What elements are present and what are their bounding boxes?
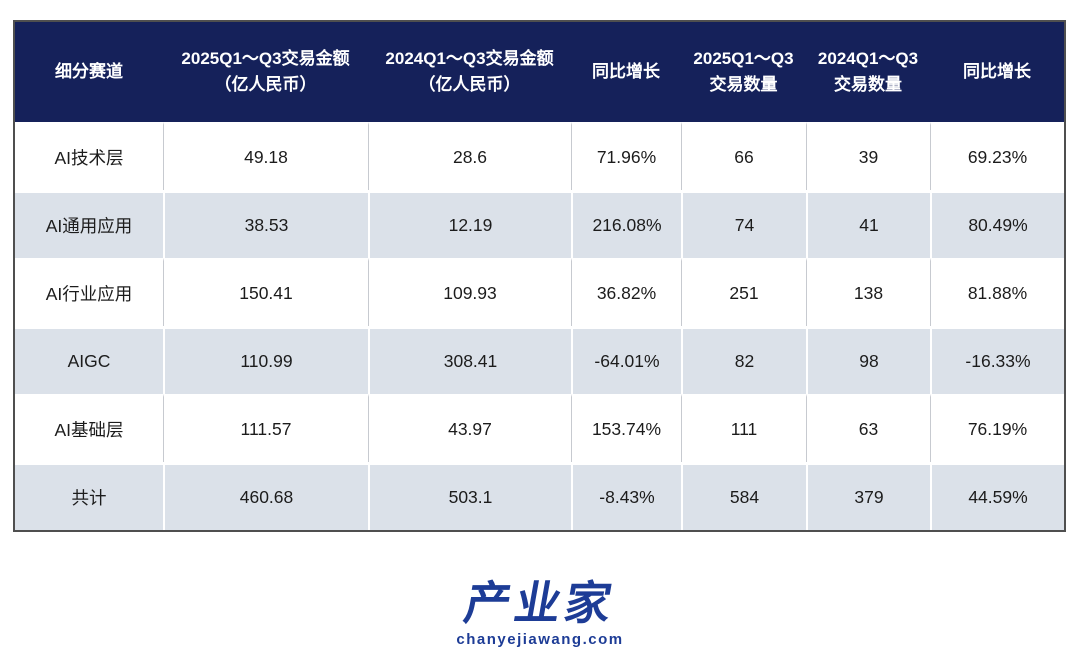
cell-yoy-amount: 216.08% — [571, 190, 681, 258]
cell-2024-count: 379 — [806, 462, 930, 530]
cell-yoy-count: 69.23% — [930, 122, 1064, 190]
cell-2025-count: 66 — [681, 122, 806, 190]
cell-segment: AIGC — [15, 326, 163, 394]
header-2025-count: 2025Q1～Q3 交易数量 — [681, 22, 806, 122]
cell-2025-amount: 460.68 — [163, 462, 368, 530]
header-line: （亿人民币） — [418, 75, 521, 94]
cell-2024-amount: 12.19 — [368, 190, 571, 258]
header-line: 细分赛道 — [55, 61, 123, 81]
table-row-total: 共计 460.68 503.1 -8.43% 584 379 44.59% — [15, 462, 1064, 530]
cell-2025-amount: 49.18 — [163, 122, 368, 190]
cell-2024-amount: 308.41 — [368, 326, 571, 394]
header-yoy-amount: 同比增长 — [571, 22, 681, 122]
table-row: AI行业应用 150.41 109.93 36.82% 251 138 81.8… — [15, 258, 1064, 326]
header-line: 同比增长 — [592, 61, 660, 81]
cell-yoy-count: -16.33% — [930, 326, 1064, 394]
cell-yoy-count: 76.19% — [930, 394, 1064, 462]
cell-segment: AI基础层 — [15, 394, 163, 462]
cell-2024-amount: 109.93 — [368, 258, 571, 326]
header-yoy-count: 同比增长 — [930, 22, 1064, 122]
cell-2025-count: 584 — [681, 462, 806, 530]
cell-2024-count: 63 — [806, 394, 930, 462]
brand-logo-url: chanyejiawang.com — [456, 630, 624, 648]
header-2025-amount: 2025Q1～Q3交易金额 （亿人民币） — [163, 22, 368, 122]
header-line: 2024Q1～Q3 — [817, 48, 919, 68]
cell-2025-count: 111 — [681, 394, 806, 462]
cell-2025-count: 251 — [681, 258, 806, 326]
table-row: AI基础层 111.57 43.97 153.74% 111 63 76.19% — [15, 394, 1064, 462]
cell-yoy-count: 44.59% — [930, 462, 1064, 530]
table-header: 细分赛道 2025Q1～Q3交易金额 （亿人民币） 2024Q1～Q3交易金额 … — [15, 22, 1064, 122]
cell-segment: AI行业应用 — [15, 258, 163, 326]
cell-yoy-count: 80.49% — [930, 190, 1064, 258]
header-2024-count: 2024Q1～Q3 交易数量 — [806, 22, 930, 122]
footer-logo: 产业家 chanyejiawang.com — [0, 577, 1080, 648]
cell-yoy-count: 81.88% — [930, 258, 1064, 326]
table-row: AI通用应用 38.53 12.19 216.08% 74 41 80.49% — [15, 190, 1064, 258]
cell-segment: 共计 — [15, 462, 163, 530]
header-2024-amount: 2024Q1～Q3交易金额 （亿人民币） — [368, 22, 571, 122]
header-line: 交易数量 — [834, 75, 902, 94]
cell-2025-amount: 38.53 — [163, 190, 368, 258]
cell-yoy-amount: -64.01% — [571, 326, 681, 394]
cell-2025-count: 74 — [681, 190, 806, 258]
header-line: 2025Q1～Q3交易金额 — [181, 48, 350, 68]
table-row: AI技术层 49.18 28.6 71.96% 66 39 69.23% — [15, 122, 1064, 190]
cell-2025-amount: 110.99 — [163, 326, 368, 394]
header-line: 交易数量 — [709, 75, 778, 94]
table-row: AIGC 110.99 308.41 -64.01% 82 98 -16.33% — [15, 326, 1064, 394]
cell-2024-count: 138 — [806, 258, 930, 326]
cell-2025-amount: 111.57 — [163, 394, 368, 462]
header-segment: 细分赛道 — [15, 22, 163, 122]
cell-yoy-amount: 36.82% — [571, 258, 681, 326]
cell-2024-amount: 28.6 — [368, 122, 571, 190]
header-line: 2024Q1～Q3交易金额 — [385, 48, 554, 68]
cell-segment: AI通用应用 — [15, 190, 163, 258]
cell-yoy-amount: 153.74% — [571, 394, 681, 462]
brand-logo-text: 产业家 — [460, 577, 620, 629]
header-line: 2025Q1～Q3 — [693, 48, 794, 68]
cell-yoy-amount: 71.96% — [571, 122, 681, 190]
ai-deals-table: 细分赛道 2025Q1～Q3交易金额 （亿人民币） 2024Q1～Q3交易金额 … — [13, 20, 1066, 532]
header-line: 同比增长 — [963, 61, 1031, 81]
cell-2024-amount: 43.97 — [368, 394, 571, 462]
cell-2025-count: 82 — [681, 326, 806, 394]
cell-segment: AI技术层 — [15, 122, 163, 190]
cell-2024-amount: 503.1 — [368, 462, 571, 530]
header-line: （亿人民币） — [214, 75, 317, 94]
cell-2024-count: 41 — [806, 190, 930, 258]
cell-2025-amount: 150.41 — [163, 258, 368, 326]
cell-2024-count: 39 — [806, 122, 930, 190]
cell-2024-count: 98 — [806, 326, 930, 394]
cell-yoy-amount: -8.43% — [571, 462, 681, 530]
